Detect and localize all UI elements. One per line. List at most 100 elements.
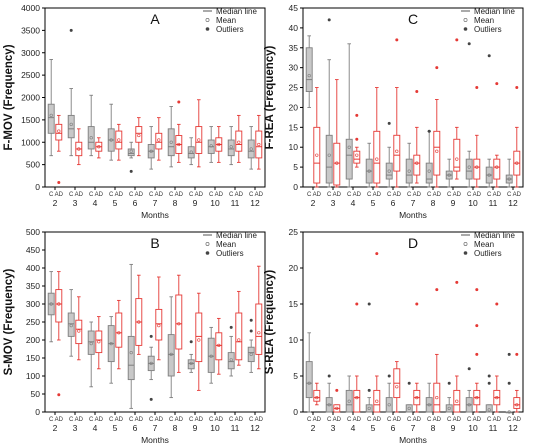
iqr-box	[247, 346, 255, 363]
mean-marker	[69, 324, 73, 328]
iqr-box	[425, 162, 433, 184]
group-label: C	[447, 192, 452, 198]
box-ad-month-7	[155, 276, 163, 361]
iqr-box	[345, 138, 353, 180]
x-tick-label: 5	[371, 198, 376, 208]
legend-outliers-label: Outliers	[474, 249, 502, 258]
outlier-point	[355, 302, 359, 306]
x-axis-title: Months	[141, 210, 169, 220]
group-label: AD	[413, 417, 422, 423]
box-ad-month-11	[235, 114, 243, 163]
mean-marker	[415, 396, 419, 400]
legend-mean-label: Mean	[216, 240, 236, 249]
box-c-month-4	[345, 43, 353, 188]
mean-marker	[467, 403, 471, 407]
mean-marker	[209, 354, 213, 358]
mean-marker	[157, 324, 161, 328]
mean-marker	[49, 302, 53, 306]
group-label: C	[149, 417, 154, 423]
mean-marker	[447, 406, 451, 411]
mean-marker	[177, 142, 181, 147]
group-label: AD	[353, 192, 362, 198]
group-label: AD	[333, 417, 342, 423]
outlier-point	[487, 54, 491, 58]
outlier-point	[395, 38, 399, 42]
group-label: C	[169, 192, 174, 198]
mean-marker	[77, 329, 81, 333]
outlier-point	[177, 100, 181, 104]
box-c-month-8	[425, 129, 433, 188]
legend-outlier-swatch	[205, 27, 210, 31]
group-label: C	[49, 192, 54, 198]
legend-mean-swatch	[463, 242, 468, 246]
box-c-month-6	[385, 121, 393, 188]
box-c-month-2	[47, 271, 55, 343]
group-label: C	[109, 417, 114, 423]
box-c-month-6	[127, 263, 135, 409]
x-tick-label: 6	[133, 198, 138, 208]
box-c-month-12	[505, 352, 513, 414]
group-label: C	[149, 192, 154, 198]
group-label: C	[427, 192, 432, 198]
x-tick-label: 3	[331, 423, 336, 433]
mean-marker	[447, 173, 451, 177]
y-tick-label: 500	[26, 227, 40, 237]
x-tick-label: 4	[351, 423, 356, 433]
box-c-month-10	[207, 326, 215, 384]
iqr-box	[47, 103, 55, 134]
iqr-box	[453, 138, 461, 172]
group-label: AD	[255, 192, 264, 198]
iqr-box	[115, 130, 123, 150]
mean-marker	[487, 173, 491, 177]
box-ad-month-8	[433, 288, 441, 413]
group-label: AD	[313, 192, 322, 198]
y-tick-label: 500	[26, 160, 40, 170]
box-c-month-9	[445, 158, 453, 188]
group-label: AD	[413, 192, 422, 198]
chart-panel-a: 0 500 1000 1500 2000 2500 3000 3500 4000 F-MOV (F…	[3, 3, 266, 220]
mean-marker	[307, 381, 311, 385]
box-ad-month-4	[353, 113, 361, 168]
mean-marker	[315, 153, 319, 157]
box-c-month-10	[465, 367, 473, 413]
mean-marker	[117, 138, 121, 142]
y-tick-label: 15	[289, 122, 299, 132]
mean-marker	[157, 138, 161, 142]
legend-mean-swatch	[205, 18, 210, 22]
outlier-point	[467, 42, 471, 46]
legend-median-label: Median line	[216, 231, 257, 240]
y-tick-label: 50	[31, 389, 41, 399]
x-tick-label: 3	[73, 423, 78, 433]
outlier-point	[327, 374, 331, 378]
group-label: AD	[473, 417, 482, 423]
mean-marker	[97, 340, 101, 344]
mean-marker	[335, 161, 339, 165]
group-label: AD	[255, 417, 264, 423]
group-label: AD	[135, 192, 144, 198]
box-ad-month-9	[195, 99, 203, 168]
x-tick-label: 9	[451, 198, 456, 208]
outlier-point	[229, 325, 233, 329]
box-c-month-4	[87, 94, 95, 157]
group-label: C	[49, 417, 54, 423]
mean-marker	[237, 140, 241, 144]
mean-marker	[77, 147, 81, 151]
x-tick-label: 10	[210, 423, 220, 433]
iqr-box	[353, 389, 361, 413]
mean-marker	[49, 113, 53, 117]
outlier-point	[407, 381, 411, 385]
box-ad-month-12	[255, 114, 263, 170]
box-ad-month-8	[433, 66, 441, 188]
iqr-box	[207, 337, 215, 373]
mean-marker	[197, 338, 201, 342]
box-c-month-8	[167, 105, 175, 168]
box-ad-month-9	[453, 38, 461, 180]
mean-marker	[89, 136, 93, 140]
group-label: AD	[513, 192, 522, 198]
box-ad-month-4	[353, 302, 361, 413]
box-ad-month-7	[155, 117, 163, 161]
iqr-box	[55, 289, 63, 323]
x-tick-label: 10	[210, 198, 220, 208]
group-label: C	[307, 417, 312, 423]
